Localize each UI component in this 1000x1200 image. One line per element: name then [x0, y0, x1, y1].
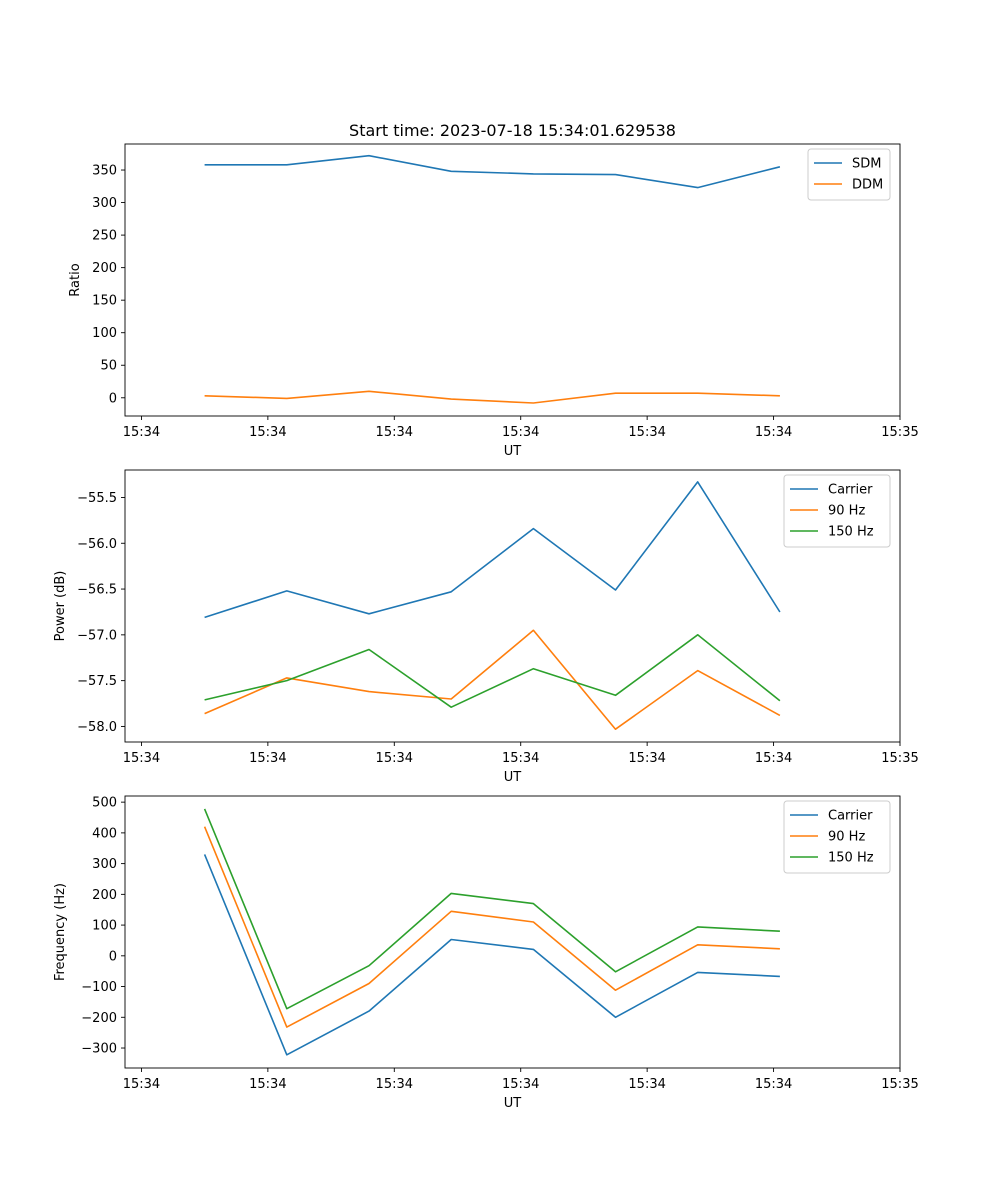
y-tick-label: 100: [92, 326, 117, 341]
series-line-ddm: [204, 390, 780, 404]
legend-label: 150 Hz: [828, 851, 874, 866]
x-tick-label: 15:34: [376, 425, 413, 440]
y-tick-label: 250: [92, 229, 117, 244]
y-tick-label: 500: [92, 796, 117, 811]
x-tick-label: 15:34: [628, 1077, 665, 1092]
legend-label: 150 Hz: [828, 525, 874, 540]
y-tick-label: −56.0: [77, 537, 117, 552]
y-tick-label: −56.5: [77, 583, 117, 598]
legend-box: [783, 474, 891, 548]
x-axis-label: UT: [504, 770, 522, 785]
x-tick-label: 15:34: [123, 751, 160, 766]
y-axis-label: Frequency (Hz): [53, 883, 68, 981]
legend-label: 90 Hz: [828, 830, 865, 845]
plot-frame: [124, 469, 901, 743]
x-tick-label: 15:34: [755, 751, 792, 766]
y-tick-label: −100: [81, 980, 117, 995]
y-tick-label: 200: [92, 888, 117, 903]
x-tick-label: 15:34: [502, 751, 539, 766]
x-axis-label: UT: [504, 444, 522, 459]
y-tick-label: 350: [92, 164, 117, 179]
series-line-carrier: [204, 481, 781, 619]
series-line-90-hz: [204, 629, 781, 731]
y-tick-label: 150: [92, 294, 117, 309]
y-tick-label: 100: [92, 919, 117, 934]
x-tick-label: 15:34: [249, 1077, 286, 1092]
y-tick-label: −200: [81, 1011, 117, 1026]
y-axis-label: Ratio: [68, 263, 83, 296]
x-tick-label: 15:34: [502, 425, 539, 440]
series-line-90-hz: [203, 826, 780, 1028]
legend: SDM DDM: [807, 148, 891, 201]
legend-label: 90 Hz: [828, 504, 865, 519]
x-tick-label: 15:35: [881, 425, 918, 440]
legend-label: Carrier: [828, 483, 873, 498]
x-tick-label: 15:34: [755, 425, 792, 440]
legend-box: [807, 148, 891, 201]
x-tick-label: 15:34: [249, 751, 286, 766]
chart-panel-3: 15:34 15:34 15:34 15:34 15:34 15:34 15:35 −300 −…: [53, 795, 919, 1111]
x-tick-label: 15:34: [376, 1077, 413, 1092]
y-tick-label: 0: [109, 391, 117, 406]
y-tick-label: −55.5: [77, 491, 117, 506]
x-tick-label: 15:35: [881, 751, 918, 766]
legend: Carrier 90 Hz 150 Hz: [783, 474, 891, 548]
legend-label: SDM: [852, 157, 881, 172]
series-line-150-hz: [204, 633, 781, 709]
y-tick-label: 50: [100, 359, 117, 374]
y-tick-label: 300: [92, 196, 117, 211]
series-line-150-hz: [203, 808, 780, 1010]
legend-label: DDM: [852, 178, 883, 193]
legend-label: Carrier: [828, 809, 873, 824]
series-line-sdm: [204, 154, 781, 189]
chart-panel-2: 15:34 15:34 15:34 15:34 15:34 15:34 15:35 −58.0…: [53, 469, 919, 785]
y-axis-label: Power (dB): [53, 571, 68, 642]
x-tick-label: 15:34: [123, 1077, 160, 1092]
y-tick-label: −57.0: [77, 628, 117, 643]
plot-frame: [124, 795, 901, 1069]
y-tick-label: 400: [92, 826, 117, 841]
x-axis-label: UT: [504, 1096, 522, 1111]
legend: Carrier 90 Hz 150 Hz: [783, 800, 891, 874]
y-tick-label: −57.5: [77, 674, 117, 689]
x-tick-label: 15:35: [881, 1077, 918, 1092]
y-tick-label: 0: [109, 949, 117, 964]
chart-title: Start time: 2023-07-18 15:34:01.629538: [349, 121, 676, 140]
y-tick-label: −300: [81, 1042, 117, 1057]
y-tick-label: 200: [92, 261, 117, 276]
y-tick-label: −58.0: [77, 720, 117, 735]
chart-panel-1: Start time: 2023-07-18 15:34:01.629538 15…: [68, 121, 919, 459]
x-tick-label: 15:34: [249, 425, 286, 440]
x-tick-label: 15:34: [628, 751, 665, 766]
plot-frame: [124, 143, 901, 417]
x-tick-label: 15:34: [628, 425, 665, 440]
series-line-carrier: [203, 854, 780, 1056]
x-tick-label: 15:34: [755, 1077, 792, 1092]
y-tick-label: 300: [92, 857, 117, 872]
x-tick-label: 15:34: [376, 751, 413, 766]
x-tick-label: 15:34: [502, 1077, 539, 1092]
legend-box: [783, 800, 891, 874]
x-tick-label: 15:34: [123, 425, 160, 440]
